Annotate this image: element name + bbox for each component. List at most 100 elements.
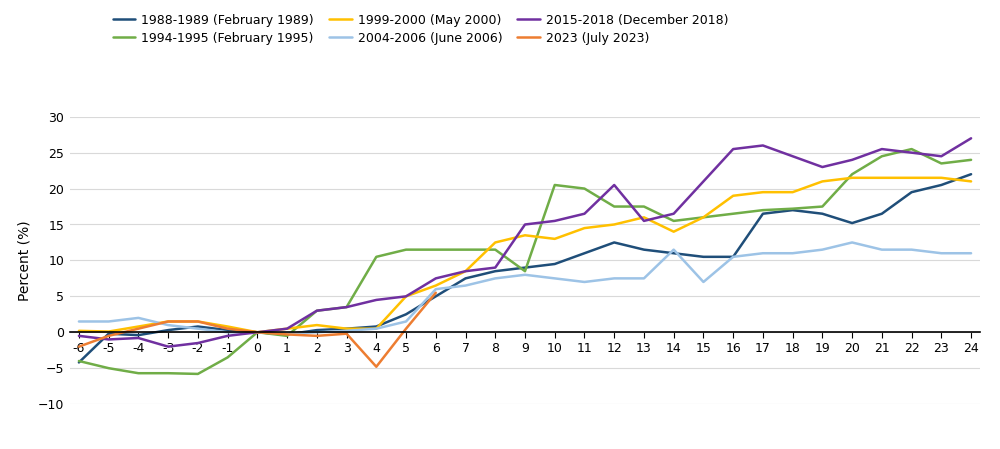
- 1988-1989 (February 1989): [460, 276, 472, 281]
- 1999-2000 (May 2000): [103, 329, 115, 334]
- 2015-2018 (December 2018): [489, 265, 501, 270]
- 1988-1989 (February 1989): [638, 247, 650, 252]
- 2023 (July 2023): [370, 364, 382, 370]
- 1988-1989 (February 1989): [519, 265, 531, 270]
- 2015-2018 (December 2018): [370, 297, 382, 303]
- 1994-1995 (February 1995): [549, 182, 561, 188]
- 2023 (July 2023): [132, 326, 144, 331]
- 1988-1989 (February 1989): [103, 331, 115, 336]
- 2004-2006 (June 2006): [549, 276, 561, 281]
- 1988-1989 (February 1989): [727, 254, 739, 260]
- 2015-2018 (December 2018): [341, 304, 353, 310]
- 1999-2000 (May 2000): [816, 179, 828, 184]
- 1988-1989 (February 1989): [935, 182, 947, 188]
- 2004-2006 (June 2006): [846, 240, 858, 245]
- 1988-1989 (February 1989): [370, 324, 382, 329]
- 2004-2006 (June 2006): [132, 315, 144, 321]
- 2015-2018 (December 2018): [787, 154, 799, 159]
- 1994-1995 (February 1995): [965, 157, 977, 163]
- 1999-2000 (May 2000): [311, 322, 323, 328]
- 1988-1989 (February 1989): [430, 294, 442, 299]
- 1988-1989 (February 1989): [162, 327, 174, 333]
- 2004-2006 (June 2006): [430, 286, 442, 292]
- 2015-2018 (December 2018): [132, 335, 144, 341]
- 1994-1995 (February 1995): [846, 172, 858, 177]
- 2015-2018 (December 2018): [578, 211, 590, 216]
- 1988-1989 (February 1989): [222, 327, 234, 333]
- 2004-2006 (June 2006): [727, 254, 739, 260]
- 2015-2018 (December 2018): [906, 150, 918, 155]
- 2023 (July 2023): [430, 290, 442, 295]
- 2015-2018 (December 2018): [876, 146, 888, 152]
- 2023 (July 2023): [311, 333, 323, 339]
- 2015-2018 (December 2018): [400, 294, 412, 299]
- 1994-1995 (February 1995): [222, 355, 234, 360]
- 2015-2018 (December 2018): [549, 218, 561, 224]
- 2023 (July 2023): [281, 332, 293, 337]
- 2004-2006 (June 2006): [222, 330, 234, 335]
- 2023 (July 2023): [103, 333, 115, 339]
- 1988-1989 (February 1989): [489, 269, 501, 274]
- Line: 2004-2006 (June 2006): 2004-2006 (June 2006): [79, 242, 971, 334]
- 2015-2018 (December 2018): [162, 344, 174, 349]
- 1988-1989 (February 1989): [906, 189, 918, 195]
- 2004-2006 (June 2006): [370, 326, 382, 331]
- 1988-1989 (February 1989): [816, 211, 828, 216]
- 2004-2006 (June 2006): [251, 330, 263, 335]
- 1988-1989 (February 1989): [281, 332, 293, 337]
- 1994-1995 (February 1995): [73, 358, 85, 364]
- 1994-1995 (February 1995): [906, 146, 918, 152]
- 1999-2000 (May 2000): [668, 229, 680, 234]
- 1999-2000 (May 2000): [132, 324, 144, 329]
- 2004-2006 (June 2006): [906, 247, 918, 252]
- 2004-2006 (June 2006): [341, 328, 353, 334]
- 2004-2006 (June 2006): [192, 326, 204, 331]
- 2004-2006 (June 2006): [519, 272, 531, 277]
- 1988-1989 (February 1989): [697, 254, 709, 260]
- 2023 (July 2023): [192, 319, 204, 324]
- 1994-1995 (February 1995): [787, 206, 799, 211]
- 1988-1989 (February 1989): [757, 211, 769, 216]
- 1994-1995 (February 1995): [489, 247, 501, 252]
- 2015-2018 (December 2018): [103, 337, 115, 342]
- 1994-1995 (February 1995): [192, 371, 204, 377]
- 2004-2006 (June 2006): [162, 322, 174, 328]
- 1999-2000 (May 2000): [549, 236, 561, 242]
- 1994-1995 (February 1995): [727, 211, 739, 216]
- Line: 1999-2000 (May 2000): 1999-2000 (May 2000): [79, 178, 971, 332]
- 2015-2018 (December 2018): [192, 340, 204, 346]
- 1988-1989 (February 1989): [787, 207, 799, 213]
- 1988-1989 (February 1989): [578, 251, 590, 256]
- Y-axis label: Percent (%): Percent (%): [17, 220, 31, 301]
- 1999-2000 (May 2000): [876, 175, 888, 180]
- 1988-1989 (February 1989): [608, 240, 620, 245]
- 1999-2000 (May 2000): [965, 179, 977, 184]
- 1999-2000 (May 2000): [638, 215, 650, 220]
- 1988-1989 (February 1989): [341, 326, 353, 331]
- 1999-2000 (May 2000): [489, 240, 501, 245]
- 2004-2006 (June 2006): [578, 279, 590, 285]
- 1994-1995 (February 1995): [697, 215, 709, 220]
- 1994-1995 (February 1995): [311, 308, 323, 313]
- 2015-2018 (December 2018): [697, 179, 709, 184]
- 1999-2000 (May 2000): [430, 283, 442, 288]
- 1988-1989 (February 1989): [846, 220, 858, 226]
- 2004-2006 (June 2006): [757, 251, 769, 256]
- 2004-2006 (June 2006): [73, 319, 85, 324]
- 1999-2000 (May 2000): [608, 222, 620, 227]
- 1994-1995 (February 1995): [370, 254, 382, 260]
- 1988-1989 (February 1989): [668, 251, 680, 256]
- 2004-2006 (June 2006): [697, 279, 709, 285]
- 2004-2006 (June 2006): [103, 319, 115, 324]
- 1994-1995 (February 1995): [103, 365, 115, 371]
- 1988-1989 (February 1989): [965, 172, 977, 177]
- 2023 (July 2023): [222, 326, 234, 331]
- 2004-2006 (June 2006): [638, 276, 650, 281]
- 2015-2018 (December 2018): [668, 211, 680, 216]
- 2023 (July 2023): [341, 331, 353, 336]
- 2004-2006 (June 2006): [816, 247, 828, 252]
- 2015-2018 (December 2018): [311, 308, 323, 313]
- 1994-1995 (February 1995): [935, 161, 947, 166]
- 1988-1989 (February 1989): [192, 324, 204, 329]
- 1994-1995 (February 1995): [132, 370, 144, 376]
